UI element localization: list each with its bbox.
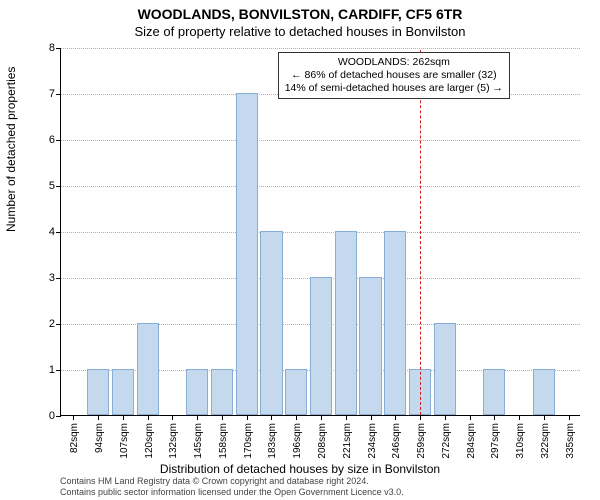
y-tick-mark bbox=[56, 48, 61, 49]
x-tick-mark bbox=[296, 415, 297, 420]
x-tick-label: 132sqm bbox=[168, 423, 179, 459]
x-tick-label: 158sqm bbox=[218, 423, 229, 459]
copyright-line1: Contains HM Land Registry data © Crown c… bbox=[60, 476, 404, 487]
x-tick-label: 82sqm bbox=[69, 423, 80, 453]
x-tick-label: 196sqm bbox=[292, 423, 303, 459]
y-tick-label: 5 bbox=[35, 180, 55, 192]
x-tick-mark bbox=[346, 415, 347, 420]
x-tick-label: 259sqm bbox=[416, 423, 427, 459]
y-tick-mark bbox=[56, 324, 61, 325]
copyright-text: Contains HM Land Registry data © Crown c… bbox=[60, 476, 404, 498]
copyright-line2: Contains public sector information licen… bbox=[60, 487, 404, 498]
x-tick-label: 94sqm bbox=[94, 423, 105, 453]
x-tick-mark bbox=[569, 415, 570, 420]
y-tick-mark bbox=[56, 186, 61, 187]
x-tick-label: 145sqm bbox=[193, 423, 204, 459]
histogram-bar bbox=[335, 231, 357, 415]
x-tick-label: 208sqm bbox=[317, 423, 328, 459]
annotation-line3: 14% of semi-detached houses are larger (… bbox=[285, 82, 503, 95]
histogram-bar bbox=[112, 369, 134, 415]
y-tick-label: 6 bbox=[35, 134, 55, 146]
histogram-bar bbox=[236, 93, 258, 415]
x-tick-mark bbox=[519, 415, 520, 420]
chart-title-sub: Size of property relative to detached ho… bbox=[0, 24, 600, 39]
histogram-bar bbox=[186, 369, 208, 415]
histogram-bar bbox=[533, 369, 555, 415]
x-tick-mark bbox=[494, 415, 495, 420]
property-marker-line bbox=[420, 50, 421, 415]
x-tick-mark bbox=[371, 415, 372, 420]
x-tick-label: 246sqm bbox=[391, 423, 402, 459]
plot-area: WOODLANDS: 262sqm ← 86% of detached hous… bbox=[60, 48, 580, 416]
x-tick-mark bbox=[148, 415, 149, 420]
histogram-bar bbox=[384, 231, 406, 415]
histogram-bar bbox=[483, 369, 505, 415]
y-tick-mark bbox=[56, 370, 61, 371]
x-tick-label: 297sqm bbox=[490, 423, 501, 459]
x-tick-label: 272sqm bbox=[441, 423, 452, 459]
x-tick-mark bbox=[123, 415, 124, 420]
gridline bbox=[61, 186, 580, 187]
x-axis-label: Distribution of detached houses by size … bbox=[0, 462, 600, 476]
x-tick-label: 322sqm bbox=[540, 423, 551, 459]
x-tick-label: 221sqm bbox=[342, 423, 353, 459]
gridline bbox=[61, 48, 580, 49]
histogram-bar bbox=[285, 369, 307, 415]
x-tick-label: 183sqm bbox=[267, 423, 278, 459]
y-tick-label: 1 bbox=[35, 364, 55, 376]
x-tick-label: 234sqm bbox=[367, 423, 378, 459]
y-tick-mark bbox=[56, 278, 61, 279]
histogram-bar bbox=[260, 231, 282, 415]
y-tick-label: 8 bbox=[35, 42, 55, 54]
y-tick-mark bbox=[56, 416, 61, 417]
histogram-bar bbox=[434, 323, 456, 415]
y-tick-mark bbox=[56, 140, 61, 141]
y-tick-label: 0 bbox=[35, 410, 55, 422]
gridline bbox=[61, 232, 580, 233]
y-tick-mark bbox=[56, 94, 61, 95]
x-tick-label: 107sqm bbox=[119, 423, 130, 459]
x-tick-mark bbox=[544, 415, 545, 420]
x-tick-mark bbox=[197, 415, 198, 420]
chart-title-main: WOODLANDS, BONVILSTON, CARDIFF, CF5 6TR bbox=[0, 6, 600, 22]
y-axis-label: Number of detached properties bbox=[4, 67, 18, 232]
x-tick-mark bbox=[98, 415, 99, 420]
histogram-bar bbox=[211, 369, 233, 415]
gridline bbox=[61, 140, 580, 141]
x-tick-mark bbox=[271, 415, 272, 420]
x-tick-mark bbox=[321, 415, 322, 420]
x-tick-mark bbox=[222, 415, 223, 420]
x-tick-mark bbox=[445, 415, 446, 420]
x-tick-label: 170sqm bbox=[243, 423, 254, 459]
histogram-bar bbox=[137, 323, 159, 415]
annotation-box: WOODLANDS: 262sqm ← 86% of detached hous… bbox=[278, 52, 510, 99]
annotation-line1: WOODLANDS: 262sqm bbox=[285, 56, 503, 69]
y-tick-label: 3 bbox=[35, 272, 55, 284]
x-tick-mark bbox=[470, 415, 471, 420]
x-tick-label: 284sqm bbox=[466, 423, 477, 459]
x-tick-label: 120sqm bbox=[144, 423, 155, 459]
y-tick-mark bbox=[56, 232, 61, 233]
x-tick-mark bbox=[172, 415, 173, 420]
y-tick-label: 4 bbox=[35, 226, 55, 238]
x-tick-mark bbox=[395, 415, 396, 420]
y-tick-label: 7 bbox=[35, 88, 55, 100]
histogram-bar bbox=[359, 277, 381, 415]
x-tick-mark bbox=[420, 415, 421, 420]
x-tick-mark bbox=[73, 415, 74, 420]
x-tick-label: 310sqm bbox=[515, 423, 526, 459]
histogram-bar bbox=[310, 277, 332, 415]
x-tick-label: 335sqm bbox=[565, 423, 576, 459]
annotation-line2: ← 86% of detached houses are smaller (32… bbox=[285, 69, 503, 82]
y-tick-label: 2 bbox=[35, 318, 55, 330]
x-tick-mark bbox=[247, 415, 248, 420]
histogram-bar bbox=[87, 369, 109, 415]
